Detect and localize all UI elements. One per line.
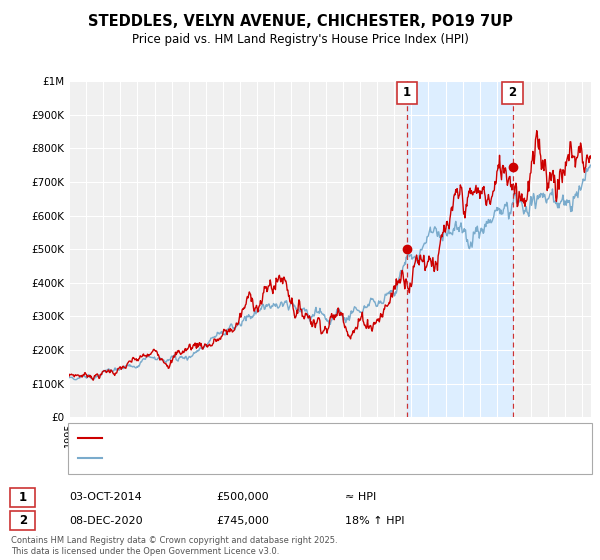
Text: £745,000: £745,000 (216, 516, 269, 526)
Text: STEDDLES, VELYN AVENUE, CHICHESTER, PO19 7UP: STEDDLES, VELYN AVENUE, CHICHESTER, PO19… (88, 14, 512, 29)
Text: 03-OCT-2014: 03-OCT-2014 (69, 492, 142, 502)
Text: Price paid vs. HM Land Registry's House Price Index (HPI): Price paid vs. HM Land Registry's House … (131, 32, 469, 46)
Text: 18% ↑ HPI: 18% ↑ HPI (345, 516, 404, 526)
Text: 1: 1 (19, 491, 27, 504)
Text: ≈ HPI: ≈ HPI (345, 492, 376, 502)
Text: 08-DEC-2020: 08-DEC-2020 (69, 516, 143, 526)
Text: 1: 1 (403, 86, 411, 100)
Text: Contains HM Land Registry data © Crown copyright and database right 2025.
This d: Contains HM Land Registry data © Crown c… (11, 536, 337, 556)
Text: HPI: Average price, detached house, Chichester: HPI: Average price, detached house, Chic… (107, 452, 340, 463)
Text: 2: 2 (19, 514, 27, 528)
Bar (407, 81, 512, 417)
Text: 2: 2 (509, 86, 517, 100)
Text: STEDDLES, VELYN AVENUE, CHICHESTER, PO19 7UP (detached house): STEDDLES, VELYN AVENUE, CHICHESTER, PO19… (107, 433, 449, 443)
Text: £500,000: £500,000 (216, 492, 269, 502)
